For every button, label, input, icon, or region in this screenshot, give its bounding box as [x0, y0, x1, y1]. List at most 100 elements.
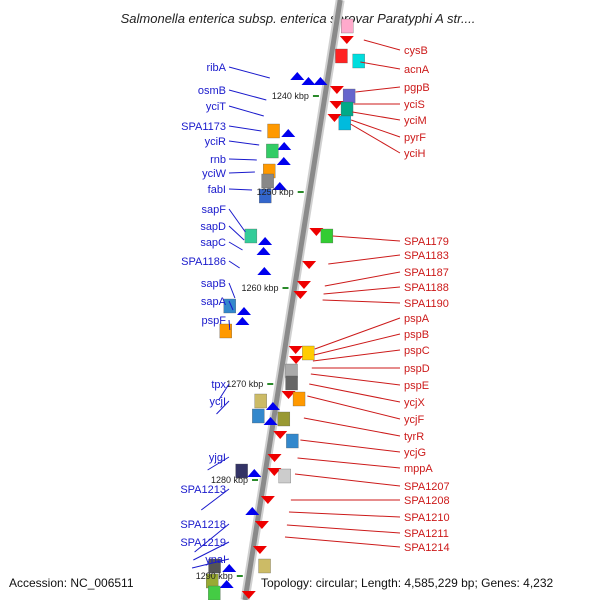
gene-arrow-right-strand — [267, 468, 282, 476]
leader-line-left — [193, 541, 230, 561]
leader-line-left — [228, 300, 234, 311]
gene-label-right: tyrR — [404, 431, 424, 443]
gene-arrow-left-strand — [313, 77, 328, 85]
gene-arrow-left-strand — [276, 157, 291, 165]
gene-block-right-strand — [335, 48, 348, 64]
gene-block-right-strand — [258, 558, 271, 574]
leader-line-right — [309, 383, 401, 403]
map-title: Salmonella enterica subsp. enterica sero… — [121, 11, 476, 26]
gene-label-right: pspD — [404, 363, 430, 375]
gene-arrow-right-strand — [241, 591, 256, 599]
leader-line-left — [228, 225, 245, 241]
leader-line-left — [228, 158, 257, 161]
gene-arrow-left-strand — [219, 580, 234, 588]
kbp-label: 1270 kbp — [226, 379, 263, 389]
gene-label-left: sapA — [201, 296, 227, 308]
leader-line-right — [328, 254, 401, 265]
gene-block-right-strand — [302, 345, 315, 361]
gene-label-right: SPA1190 — [404, 298, 449, 310]
gene-label-left: SPA1173 — [181, 121, 226, 133]
gene-block-left-strand — [244, 228, 258, 244]
leader-line-left — [228, 171, 255, 174]
gene-label-right: SPA1214 — [404, 542, 450, 554]
leader-line-left — [228, 282, 236, 299]
leader-line-left — [228, 319, 231, 331]
gene-label-right: ycjG — [404, 447, 426, 459]
gene-arrow-left-strand — [235, 317, 250, 325]
gene-arrow-left-strand — [222, 564, 237, 572]
leader-line-right — [300, 439, 401, 453]
gene-arrow-right-strand — [302, 261, 317, 269]
gene-arrow-left-strand — [263, 417, 278, 425]
gene-block-right-strand — [320, 228, 334, 244]
leader-line-right — [324, 271, 401, 287]
leader-line-left — [194, 523, 230, 553]
gene-arrow-right-strand — [260, 496, 275, 504]
accession-text: Accession: NC_006511 — [9, 576, 134, 590]
gene-label-right: pspA — [404, 313, 430, 325]
gene-block-left-strand — [208, 558, 221, 574]
leader-line-left — [200, 488, 230, 511]
gene-label-left: sapB — [201, 278, 226, 290]
leader-line-left — [228, 188, 253, 191]
gene-label-right: yciH — [404, 148, 425, 160]
gene-arrow-right-strand — [329, 101, 344, 109]
gene-label-left: rnb — [210, 154, 226, 166]
gene-block-right-strand — [285, 375, 298, 391]
gene-label-right: pyrF — [404, 132, 426, 144]
gene-block-left-strand — [252, 408, 265, 424]
gene-label-left: SPA1213 — [180, 484, 226, 496]
gene-block-right-strand — [352, 53, 365, 69]
gene-block-right-strand — [341, 18, 354, 34]
gene-label-right: cysB — [404, 45, 428, 57]
gene-label-right: SPA1207 — [404, 481, 450, 493]
gene-arrow-right-strand — [281, 391, 296, 399]
leader-line-right — [360, 61, 401, 70]
gene-block-left-strand — [208, 585, 221, 600]
kbp-label: 1240 kbp — [272, 91, 309, 101]
leader-line-left — [216, 400, 230, 415]
leader-line-right — [313, 333, 401, 356]
leader-line-right — [286, 524, 401, 534]
leader-line-right — [314, 317, 401, 350]
gene-arrow-left-strand — [290, 72, 305, 80]
leader-line-right — [310, 373, 401, 386]
gene-label-right: ycjX — [404, 397, 425, 409]
gene-arrow-right-strand — [329, 86, 344, 94]
gene-label-right: SPA1187 — [404, 267, 449, 279]
gene-arrow-right-strand — [293, 291, 308, 299]
gene-label-right: SPA1211 — [404, 528, 449, 540]
kbp-label: 1250 kbp — [257, 187, 294, 197]
gene-arrow-left-strand — [256, 247, 271, 255]
gene-arrow-right-strand — [252, 546, 267, 554]
gene-label-right: pspC — [404, 345, 430, 357]
gene-label-right: pgpB — [404, 82, 430, 94]
gene-label-right: acnA — [404, 64, 430, 76]
gene-label-left: tpx — [211, 379, 226, 391]
gene-label-left: SPA1219 — [180, 537, 226, 549]
gene-arrow-right-strand — [296, 281, 311, 289]
gene-block-left-strand — [266, 143, 279, 159]
gene-arrow-left-strand — [272, 182, 287, 190]
gene-arrow-right-strand — [289, 356, 304, 364]
leader-line-right — [294, 473, 401, 487]
gene-block-right-strand — [278, 468, 291, 484]
gene-label-left: sapD — [200, 221, 226, 233]
leader-line-right — [312, 349, 401, 362]
leader-line-left — [228, 260, 240, 269]
gene-block-left-strand — [267, 123, 280, 139]
gene-block-right-strand — [342, 88, 356, 104]
kbp-label: 1260 kbp — [241, 283, 278, 293]
gene-block-right-strand — [277, 411, 291, 427]
leader-line-right — [363, 39, 401, 51]
gene-label-right: yciS — [404, 99, 425, 111]
leader-line-left — [228, 89, 267, 101]
leader-line-left — [228, 140, 260, 146]
leader-line-left — [228, 241, 243, 251]
gene-arrow-left-strand — [237, 307, 251, 315]
kbp-label: 1290 kbp — [196, 571, 233, 581]
leader-line-left — [218, 383, 230, 401]
leader-line-right — [307, 395, 401, 420]
gene-label-left: yciR — [205, 136, 226, 148]
gene-arrow-left-strand — [301, 77, 316, 85]
